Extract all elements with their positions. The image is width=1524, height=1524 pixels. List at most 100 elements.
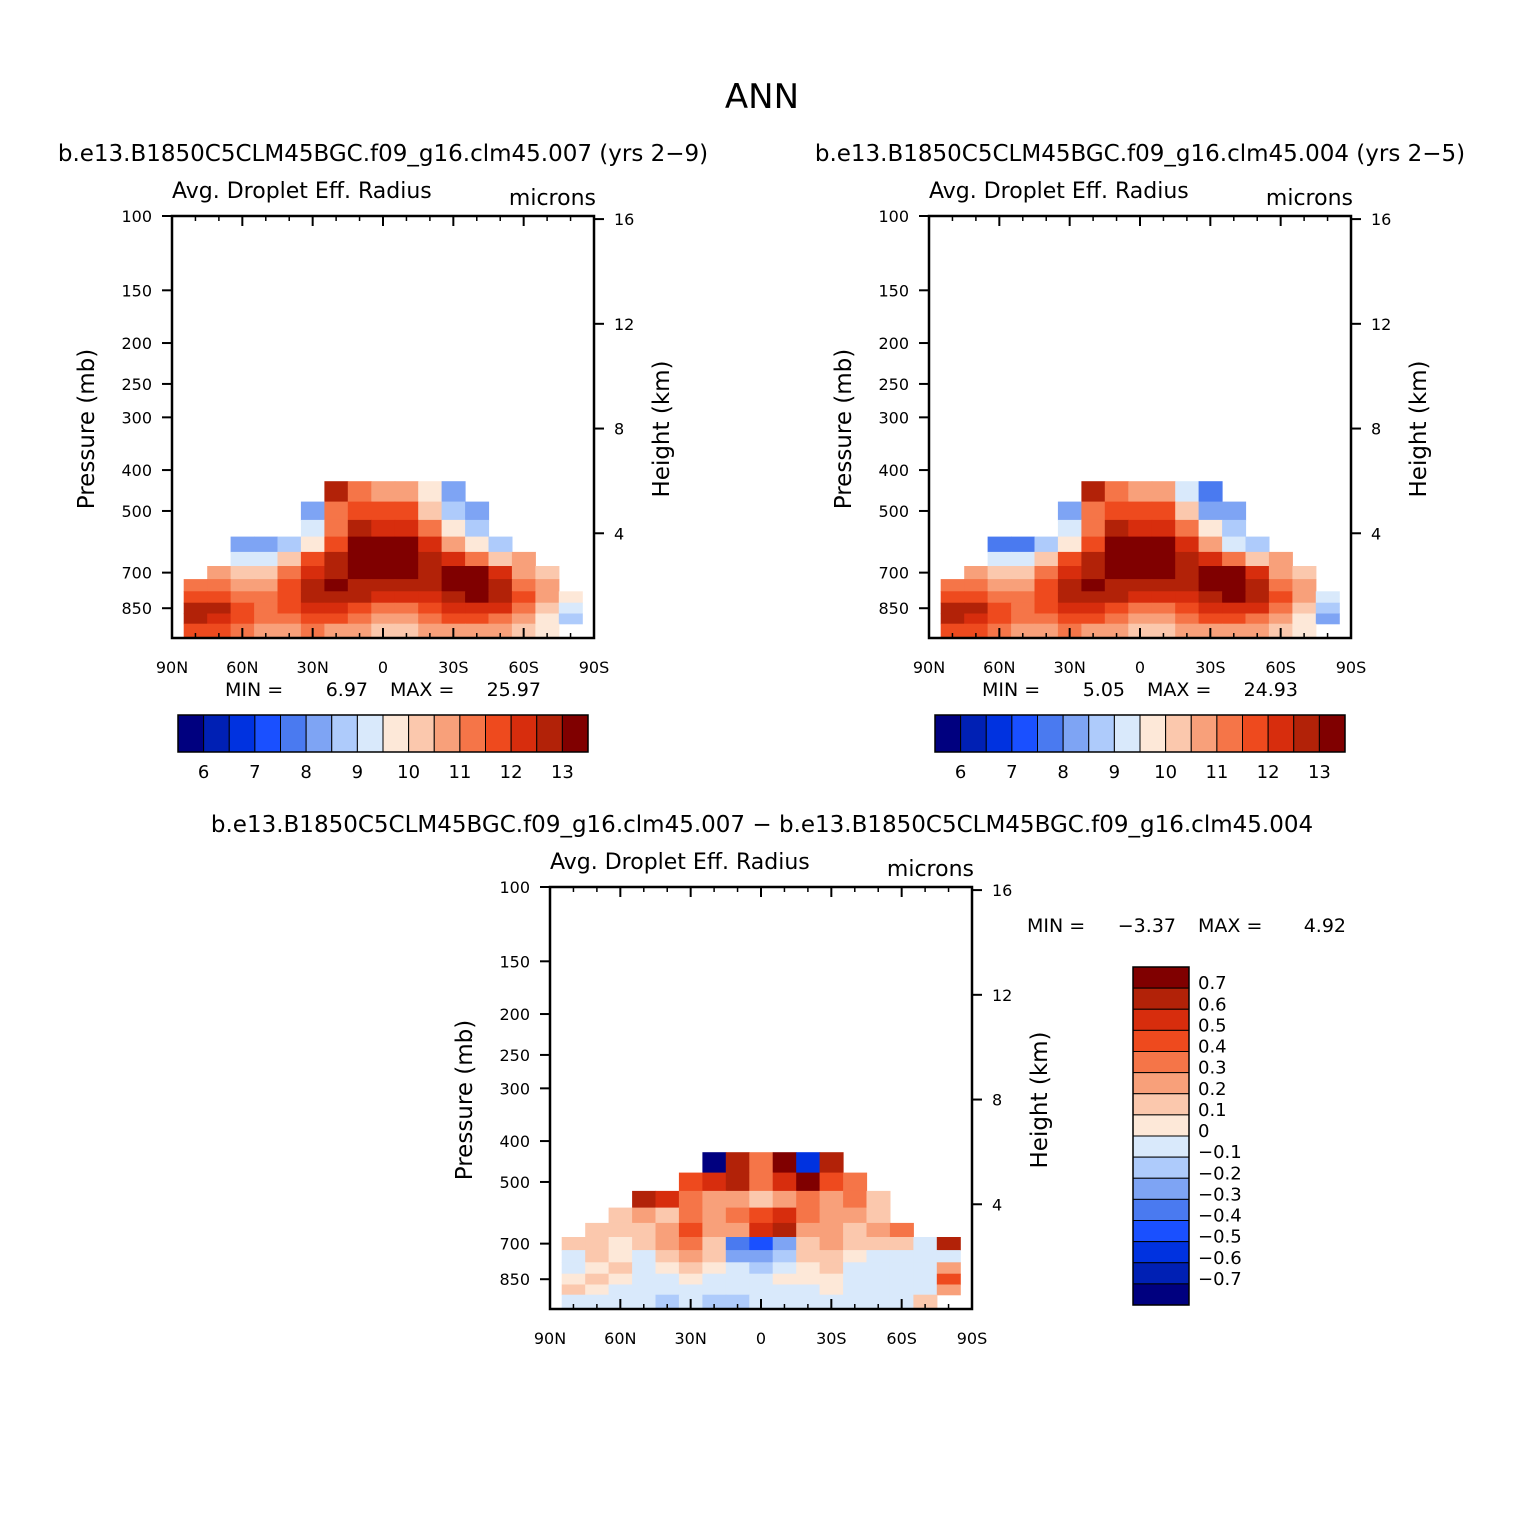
- field-cell: [819, 1172, 844, 1192]
- colorbar-label: −0.4: [1198, 1206, 1242, 1227]
- y-tick-label: 100: [121, 207, 152, 226]
- field-cell: [655, 1294, 680, 1310]
- panel1-title: b.e13.B1850C5CLM45BGC.f09_g16.clm45.007 …: [58, 141, 708, 167]
- field-cell: [465, 501, 490, 521]
- field-cell: [1011, 591, 1036, 604]
- field-cell: [913, 1273, 938, 1286]
- field-cell: [1292, 566, 1317, 580]
- field-cell: [608, 1284, 633, 1296]
- units-label: microns: [1266, 186, 1353, 211]
- field-cell: [1104, 613, 1129, 625]
- field-cell: [1128, 602, 1153, 615]
- colorbar-box: [934, 714, 962, 753]
- field-cell: [1081, 551, 1106, 567]
- field-cell: [324, 536, 349, 553]
- panel-3-difference: Avg. Droplet Eff. Radius microns 90N 60N 30N…: [452, 850, 1346, 1348]
- field-cell: [608, 1237, 633, 1251]
- field-cell: [441, 501, 466, 521]
- field-cell: [1268, 602, 1293, 615]
- field-cell: [300, 551, 325, 567]
- field-cell: [1151, 536, 1176, 553]
- field-cell: [819, 1237, 844, 1251]
- field-cell: [254, 536, 279, 553]
- field-cell: [1151, 613, 1176, 625]
- field-cell: [324, 566, 349, 580]
- field-cell: [371, 613, 396, 625]
- field-cell: [987, 536, 1012, 553]
- field-cell: [418, 613, 443, 625]
- field-cell: [1175, 591, 1200, 604]
- field-cell: [1057, 536, 1082, 553]
- field-cell: [585, 1250, 610, 1263]
- field-cell: [655, 1237, 680, 1251]
- field-cell: [1175, 551, 1200, 567]
- field-cell: [1034, 536, 1059, 553]
- colorbar-box: [254, 714, 282, 753]
- field-cell: [1128, 501, 1153, 521]
- field-cell: [1151, 602, 1176, 615]
- x-tick-label: 60S: [1265, 658, 1296, 677]
- y2-tick-label: 16: [1371, 210, 1391, 229]
- colorbar-label: 0.3: [1198, 1058, 1227, 1079]
- field-cell: [1245, 623, 1270, 639]
- x-tick-label: 30S: [816, 1329, 847, 1348]
- colorbar-box: [1037, 714, 1064, 753]
- field-cell: [1222, 591, 1247, 604]
- field-cell: [1222, 602, 1247, 615]
- y2-tick-label: 12: [614, 315, 634, 334]
- field-cell: [655, 1190, 680, 1209]
- field-cell: [1081, 481, 1106, 503]
- field-cell: [1104, 551, 1129, 567]
- field-cell: [558, 613, 583, 625]
- field-cell: [1081, 536, 1106, 553]
- colorbar-box: [1242, 714, 1269, 753]
- field-cell: [394, 623, 419, 639]
- y-tick-label: 500: [878, 502, 909, 521]
- field-cell: [254, 613, 279, 625]
- colorbar-label: −0.3: [1198, 1184, 1242, 1205]
- field-cell: [183, 602, 208, 615]
- field-cell: [418, 481, 443, 503]
- field-cell: [1315, 591, 1340, 604]
- max-label: MAX =: [390, 679, 454, 701]
- field-cell: [725, 1273, 750, 1286]
- min-value: −3.37: [1118, 915, 1176, 937]
- field-cell: [964, 602, 989, 615]
- field-cell: [183, 579, 208, 592]
- field-cell: [561, 1250, 586, 1263]
- field-cell: [1081, 623, 1106, 639]
- field-cell: [749, 1172, 774, 1192]
- colorbar-box: [228, 714, 256, 753]
- colorbar-box: [356, 714, 384, 753]
- field-cell: [465, 579, 490, 592]
- field-cell: [702, 1250, 727, 1263]
- field-cell: [488, 536, 513, 553]
- field-cell: [585, 1294, 610, 1310]
- field-cell: [843, 1284, 868, 1296]
- field-cell: [987, 579, 1012, 592]
- field-cell: [183, 613, 208, 625]
- y2-tick-label: 8: [1371, 420, 1381, 439]
- field-cell: [772, 1207, 797, 1224]
- y-tick-label: 100: [878, 207, 909, 226]
- field-cell: [1222, 551, 1247, 567]
- field-cell: [418, 591, 443, 604]
- field-cell: [300, 613, 325, 625]
- field-cell: [796, 1262, 821, 1275]
- x-tick-label: 60N: [983, 658, 1015, 677]
- field-cell: [1034, 566, 1059, 580]
- field-cell: [913, 1284, 938, 1296]
- field-cell: [1057, 501, 1082, 521]
- field-cell: [749, 1152, 774, 1174]
- colorbar-label: 11: [1205, 762, 1228, 783]
- field-cell: [394, 519, 419, 538]
- field-cell: [230, 591, 255, 604]
- x-tick-label: 60S: [508, 658, 539, 677]
- y2-tick-label: 8: [992, 1091, 1002, 1110]
- contour-field: [940, 481, 1340, 639]
- colorbar-label: 7: [1006, 762, 1017, 783]
- field-cell: [254, 602, 279, 615]
- field-cell: [1011, 566, 1036, 580]
- field-cell: [230, 536, 255, 553]
